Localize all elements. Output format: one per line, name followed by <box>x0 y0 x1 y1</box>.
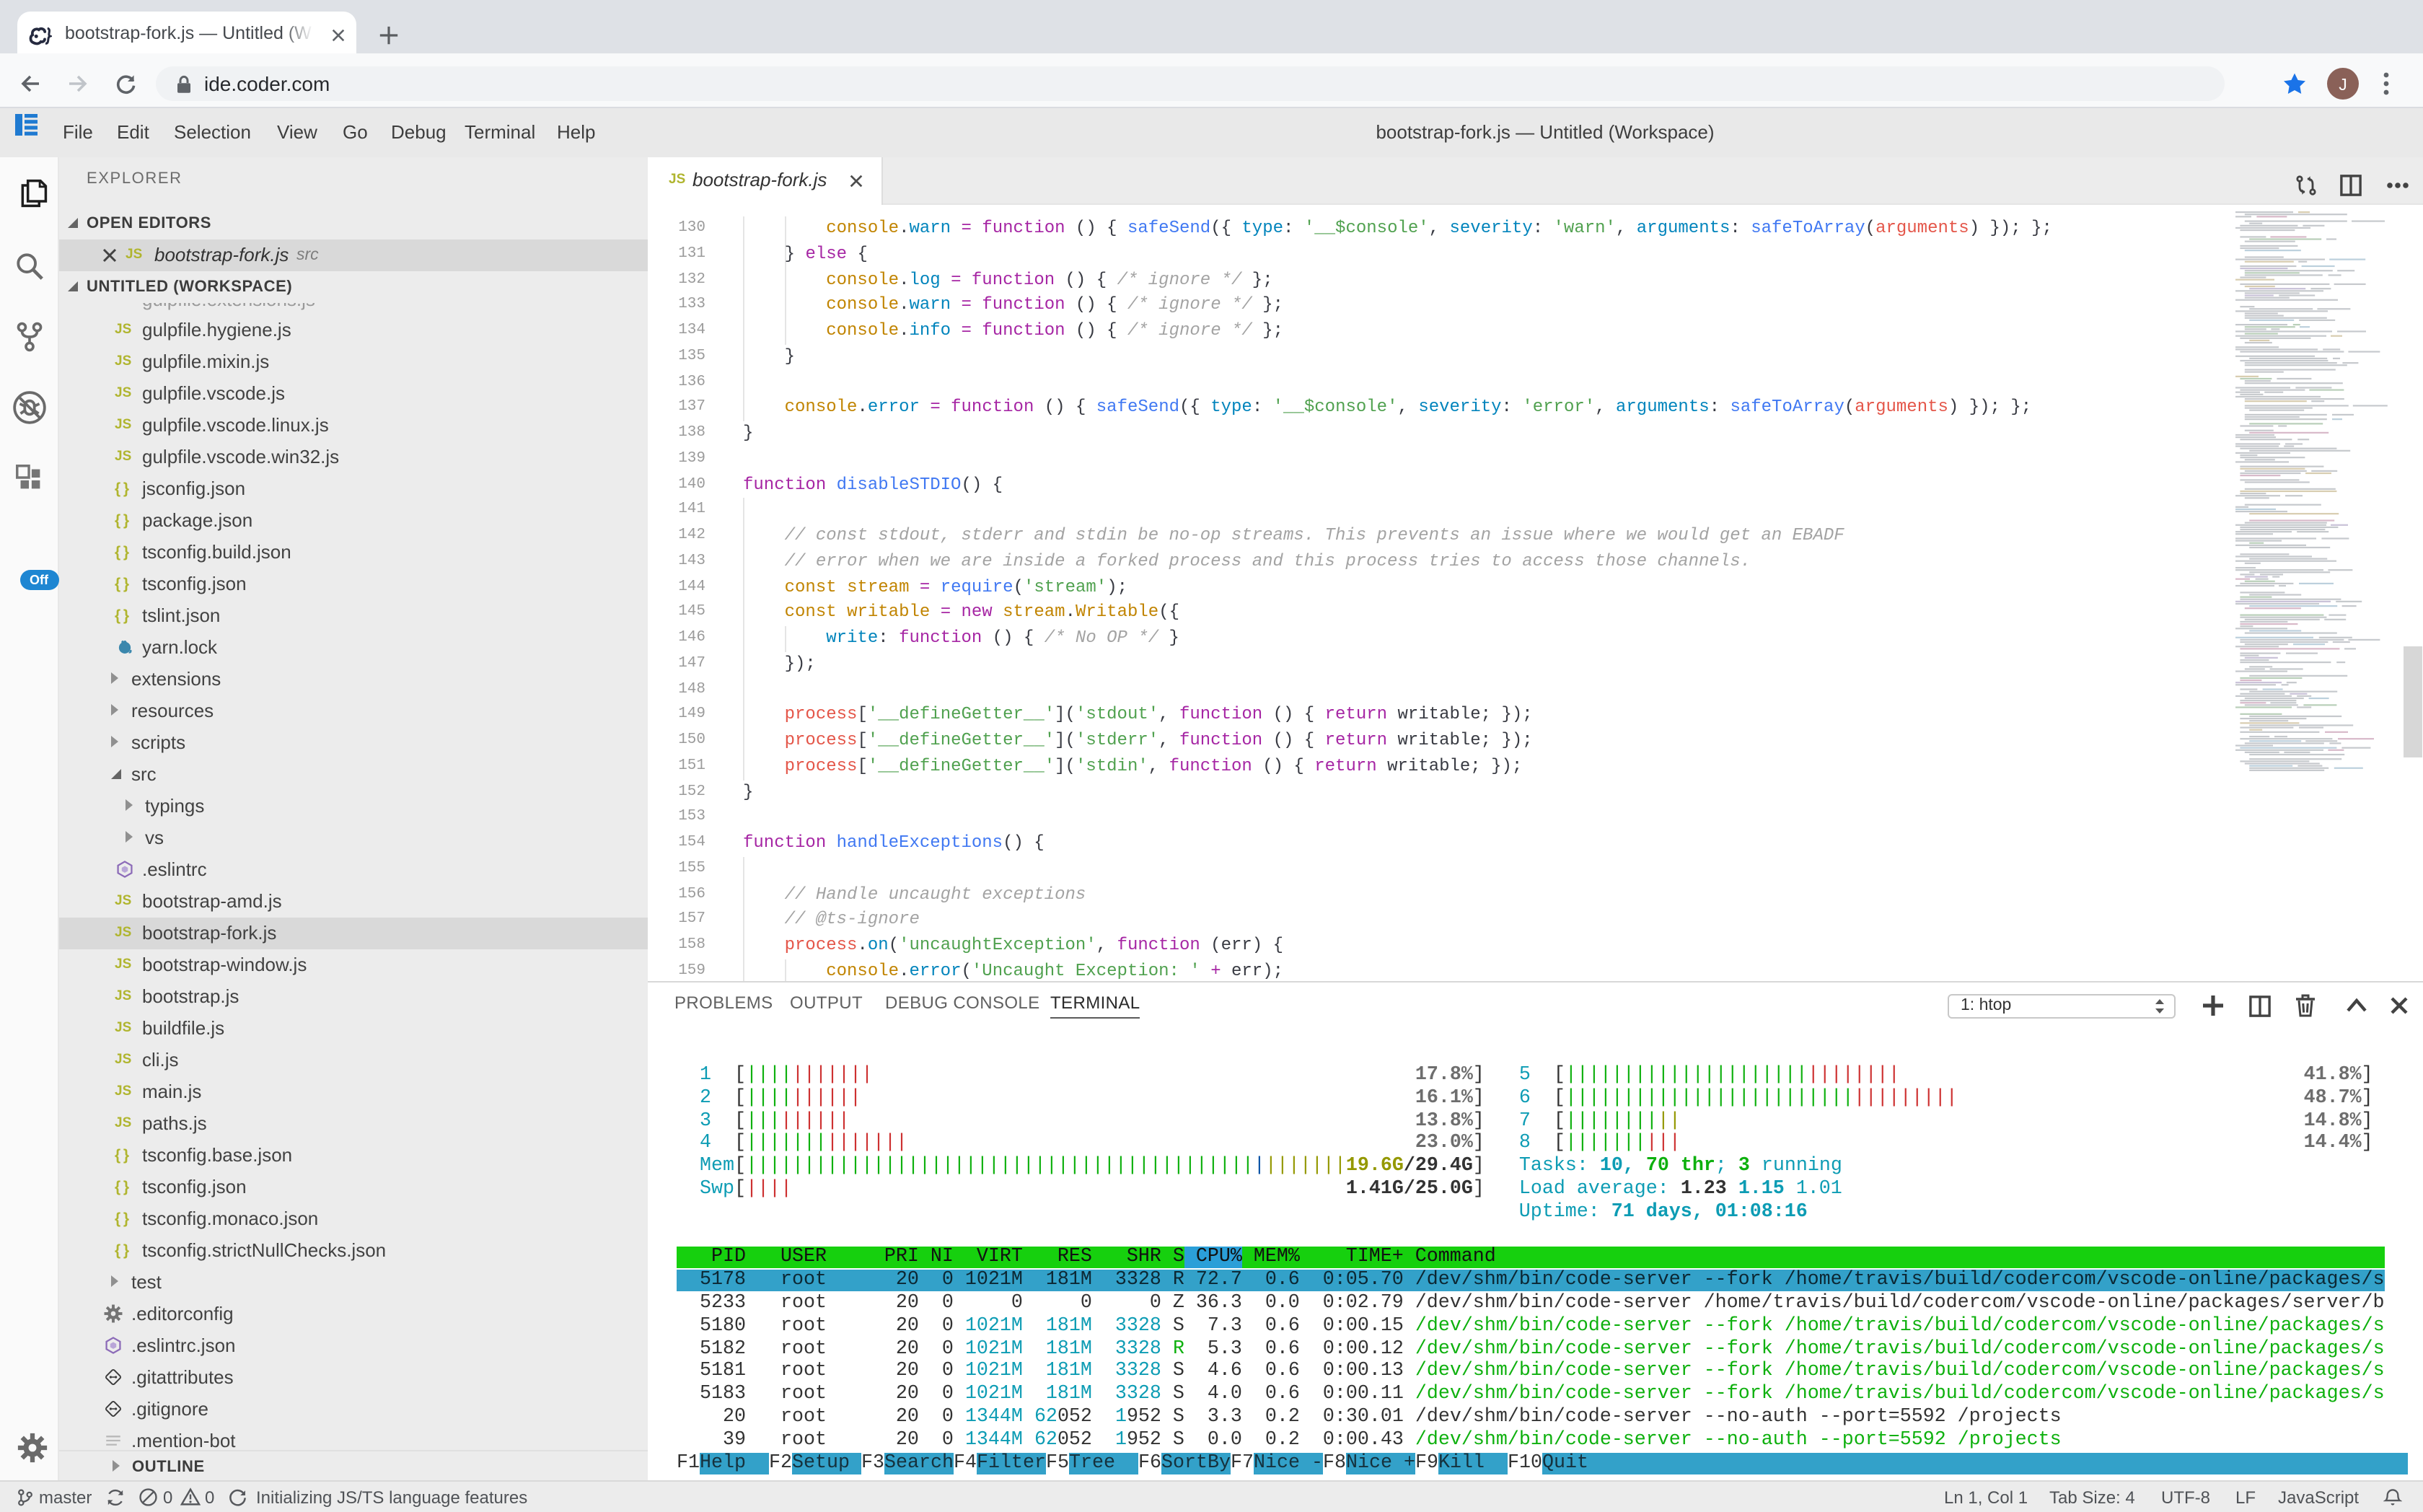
svg-text:J: J <box>2339 74 2347 93</box>
